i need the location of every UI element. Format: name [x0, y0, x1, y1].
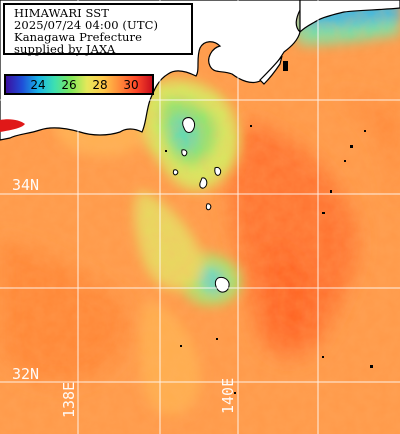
legend-tick-30: 30	[123, 78, 139, 92]
legend-tick-28: 28	[92, 78, 108, 92]
caption-title: HIMAWARI SST	[14, 6, 110, 20]
legend-tick-24: 24	[30, 78, 46, 92]
lat-label-32n: 32N	[12, 365, 40, 383]
missing-data-specks	[165, 61, 373, 394]
legend-tick-26: 26	[61, 78, 77, 92]
caption-box: HIMAWARI SST 2025/07/24 04:00 (UTC) Kana…	[3, 3, 193, 55]
caption-region: Kanagawa Prefecture	[14, 30, 143, 44]
lat-label-34n: 34N	[12, 176, 40, 194]
island-oshima	[182, 117, 195, 133]
caption-datetime: 2025/07/24 04:00 (UTC)	[14, 18, 159, 32]
cold-patch-left	[0, 119, 25, 132]
lon-label-140e: 140E	[219, 377, 237, 414]
legend-colorbar	[6, 76, 152, 93]
temperature-legend: 24 26 28 30	[4, 74, 154, 95]
caption-source: supplied by JAXA	[14, 42, 116, 56]
lon-label-138e: 138E	[60, 381, 78, 418]
